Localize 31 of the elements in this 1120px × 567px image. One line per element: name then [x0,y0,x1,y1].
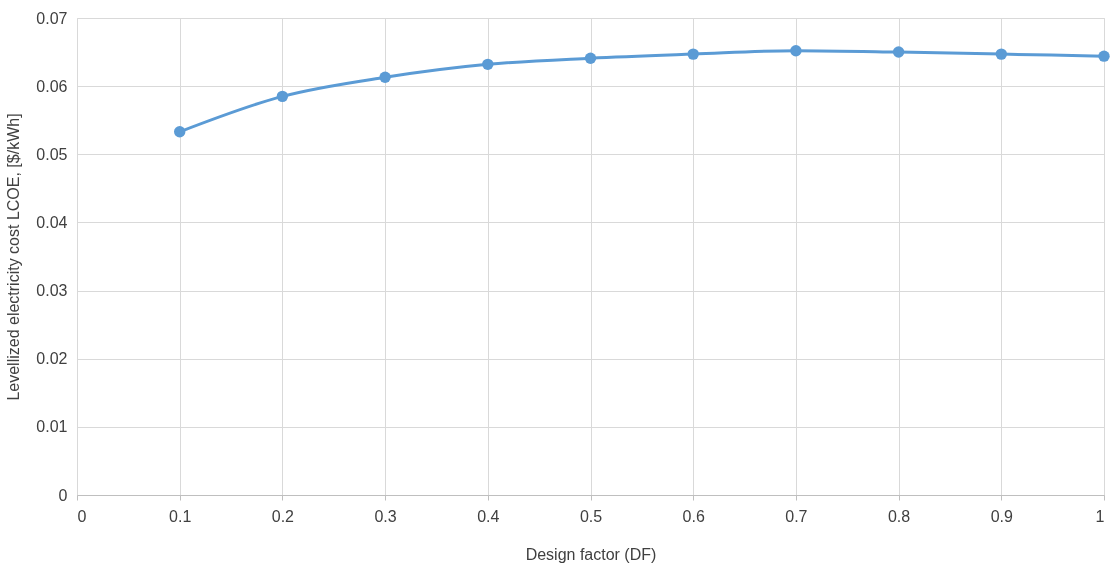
x-tick-label: 0.4 [477,507,500,525]
x-axis-title: Design factor (DF) [525,545,657,563]
point [482,58,494,71]
x-tick-label: 0.9 [990,507,1014,525]
point [790,45,802,57]
x-tick-label: 0.7 [785,507,808,525]
y-tick-label: 0.03 [36,282,68,300]
y-tick-label: 0.04 [36,213,68,231]
point [687,48,699,60]
x-tick-label: 0.6 [682,507,705,525]
point [1098,50,1110,62]
y-tick-label: 0.05 [36,145,68,163]
y-tick-label: 0.01 [36,418,68,436]
x-tick-label: 0.8 [887,507,911,525]
point [379,71,391,83]
y-axis-title: Levellized electricity cost LCOE, [$/kWh] [5,113,23,401]
point [584,52,597,64]
point [892,46,905,58]
point [995,48,1007,60]
y-tick-label: 0.02 [36,350,68,368]
x-tick-label: 1 [1095,507,1105,525]
point [174,126,186,138]
y-tick-label: 0.07 [36,9,68,27]
y-tick-label: 0 [58,486,68,504]
x-tick-label: 0.1 [169,507,192,525]
x-tick-label: 0.2 [271,507,295,525]
point [276,90,289,103]
x-tick-label: 0.5 [579,507,603,525]
x-tick-label: 0.3 [374,507,397,525]
x-tick-label: 0 [77,507,87,525]
y-tick-label: 0.06 [36,77,68,95]
